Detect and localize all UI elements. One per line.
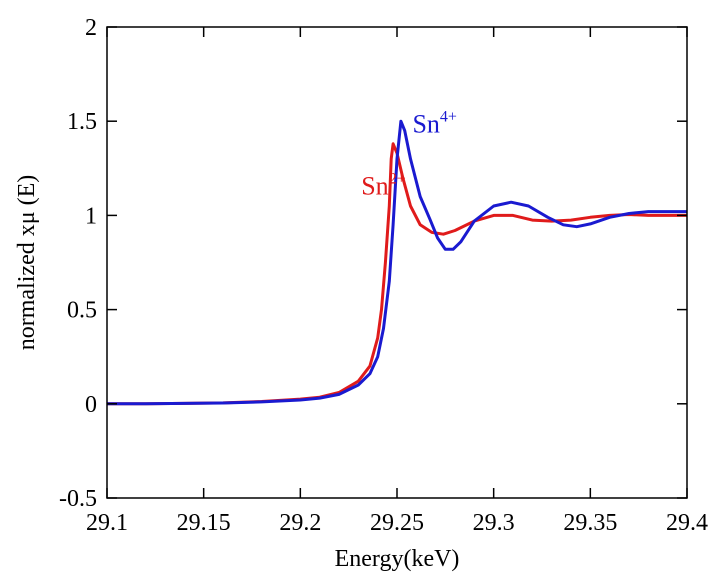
plot-frame	[106, 26, 688, 499]
series-labels: Sn2+ Sn4+	[361, 109, 457, 201]
x-tick-label: 29.3	[473, 510, 515, 536]
y-tick-label: 0.5	[67, 298, 97, 324]
x-axis-title: Energy(keV)	[335, 546, 460, 572]
series-label-sn4: Sn4+	[412, 109, 457, 139]
series-label-sn2: Sn2+	[361, 171, 406, 201]
y-tick-label: -0.5	[59, 486, 97, 512]
y-tick-label: 2	[85, 15, 97, 41]
x-tick-label: 29.2	[279, 510, 321, 536]
x-tick-label: 29.1	[86, 510, 128, 536]
y-axis: -0.5 0 0.5 1 1.5 2	[59, 15, 687, 512]
series-line-sn4	[107, 119, 687, 406]
y-tick-label: 1.5	[67, 109, 97, 135]
y-tick-label: 1	[85, 203, 97, 229]
x-tick-label: 29.4	[666, 510, 708, 536]
x-axis: 29.1 29.15 29.2 29.25 29.3 29.35 29.4	[86, 27, 708, 536]
y-axis-title: normalized xμ (E)	[14, 175, 40, 350]
plot-area	[107, 119, 687, 406]
x-tick-label: 29.15	[177, 510, 231, 536]
x-tick-label: 29.25	[370, 510, 424, 536]
y-tick-label: 0	[85, 392, 97, 418]
x-tick-label: 29.35	[563, 510, 617, 536]
